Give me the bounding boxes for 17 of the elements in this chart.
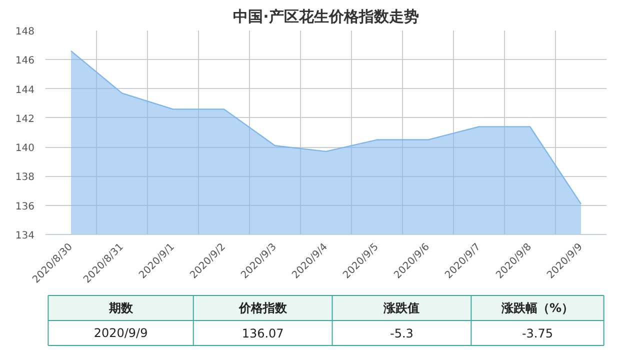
y-tick-label: 134 xyxy=(15,230,35,242)
chart-title: 中国·产区花生价格指数走势 xyxy=(233,8,419,26)
text: 2020/9/9 xyxy=(94,326,148,340)
y-tick-label: 140 xyxy=(15,143,35,154)
y-tick-label: 136 xyxy=(15,201,35,212)
text: 涨跌值 xyxy=(382,301,420,315)
text: 期数 xyxy=(108,301,134,315)
y-tick-label: 148 xyxy=(15,26,35,38)
y-tick-label: 144 xyxy=(15,84,35,96)
y-tick-label: 142 xyxy=(15,114,35,125)
y-tick-label: 138 xyxy=(15,172,35,184)
text: 涨跌幅（%） xyxy=(500,301,574,315)
text: -5.3 xyxy=(390,326,414,340)
text: -3.75 xyxy=(522,326,554,340)
y-tick-label: 146 xyxy=(15,56,35,67)
text: 136.07 xyxy=(242,326,284,340)
text: 价格指数 xyxy=(238,301,288,315)
